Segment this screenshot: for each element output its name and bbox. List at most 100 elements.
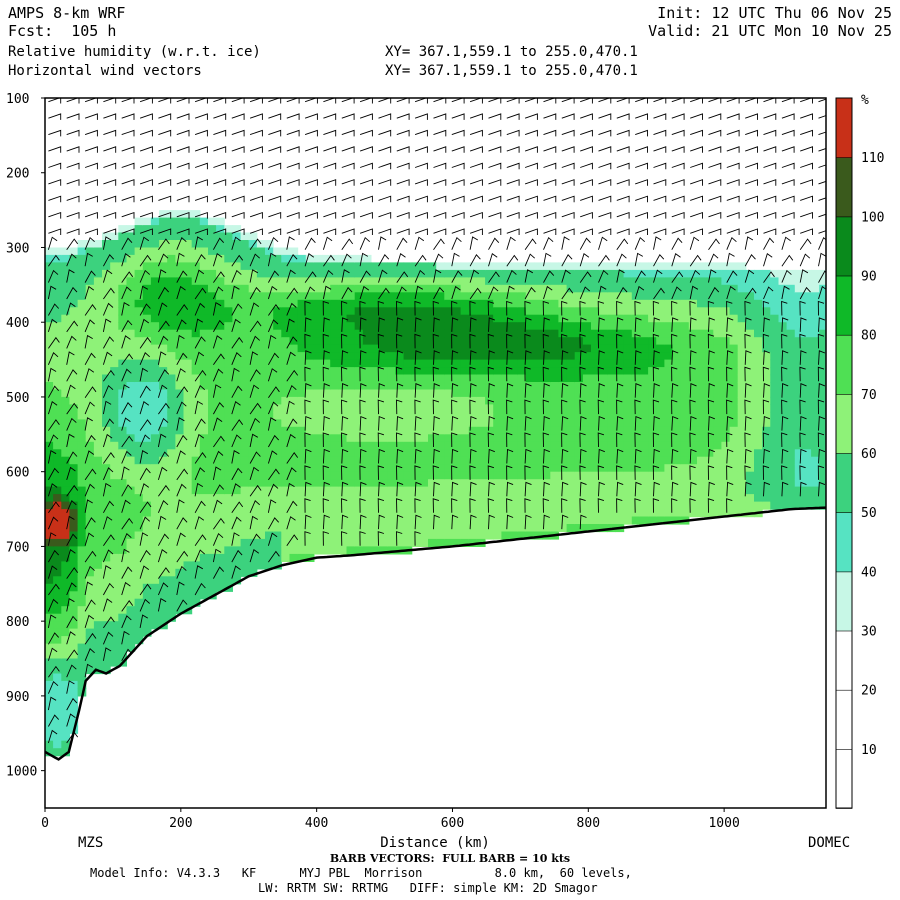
wind-barb [469,366,476,382]
wind-barb [286,534,299,546]
rh-cell [134,606,144,615]
rh-cell [297,434,307,443]
rh-cell [534,322,543,331]
rh-cell [289,374,299,383]
wind-barb [506,498,513,513]
rh-cell [542,292,551,301]
wind-barb [542,498,550,513]
rh-cell [501,337,511,346]
rh-cell [77,389,87,398]
wind-barb [414,211,428,219]
rh-cell [672,456,682,465]
wind-barb [543,383,550,398]
rh-cell [118,329,127,338]
wind-barb [231,336,244,349]
rh-cell [208,464,217,473]
rh-cell [232,367,242,376]
rh-cell [419,396,429,405]
rh-cell [118,583,127,592]
rh-cell [705,322,714,331]
rh-cell [53,583,62,592]
wind-barb [286,318,295,332]
rh-cell [281,389,290,398]
rh-cell [501,374,511,383]
rh-cell [631,307,641,316]
rh-cell [542,509,551,518]
rh-cell [460,396,470,405]
wind-barb [488,162,502,170]
wind-barb [506,146,520,153]
rh-cell [371,344,380,353]
rh-cell [476,269,486,278]
rh-cell [134,538,144,547]
rh-cell [754,389,763,398]
rh-cell [639,367,649,376]
rh-cell [313,337,323,346]
rh-cell [297,329,307,338]
rh-cell [819,419,826,428]
rh-cell [110,501,119,510]
rh-cell [69,494,79,503]
rh-cell [542,307,551,316]
rh-cell [53,486,62,495]
wind-barb [451,465,458,480]
rh-cell [346,471,356,480]
rh-cell [150,576,160,585]
rh-cell [110,449,119,458]
rh-cell [175,329,185,338]
rh-cell [338,322,348,331]
wind-barb [524,253,535,267]
rh-cell [273,464,282,473]
wind-barb [47,532,57,546]
rh-cell [794,299,804,308]
wind-barb [580,98,593,104]
rh-cell [85,389,95,398]
wind-barb [506,113,520,120]
rh-cell [794,441,804,450]
wind-barb [414,254,427,267]
rh-cell [297,538,307,547]
rh-cell [305,277,315,286]
rh-cell [713,404,722,413]
rh-cell [599,441,608,450]
wind-barb [121,113,135,120]
wind-barb [286,146,300,153]
rh-cell [142,329,152,338]
rh-cell [167,352,176,361]
rh-cell [297,262,307,271]
rh-cell [786,479,796,488]
rh-cell [656,396,665,405]
rh-cell [680,426,690,435]
rh-cell [387,262,396,271]
rh-cell [240,329,250,338]
rh-cell [436,538,445,547]
rh-cell [525,299,535,308]
wind-barb [103,98,117,104]
rh-cell [811,464,820,473]
rh-cell [737,404,747,413]
rh-cell [444,426,453,435]
rh-cell [542,382,551,391]
rh-cell [411,524,421,533]
wind-barb [414,228,428,235]
rh-cell [509,344,519,353]
rh-cell [126,329,136,338]
rh-cell [175,598,185,607]
rh-cell [346,292,356,301]
rh-cell [93,486,103,495]
rh-cell [688,389,698,398]
rh-cell [134,314,144,323]
rh-cell [273,314,282,323]
rh-cell [110,240,119,249]
rh-cell [713,411,722,420]
rh-cell [134,404,144,413]
rh-cell [354,456,364,465]
rh-cell [69,643,79,652]
wind-barb [487,399,495,415]
rh-cell [436,464,445,473]
rh-cell [273,367,282,376]
wind-barb [231,98,245,104]
wind-barb [304,286,315,300]
rh-cell [705,352,714,361]
rh-cell [110,613,119,622]
